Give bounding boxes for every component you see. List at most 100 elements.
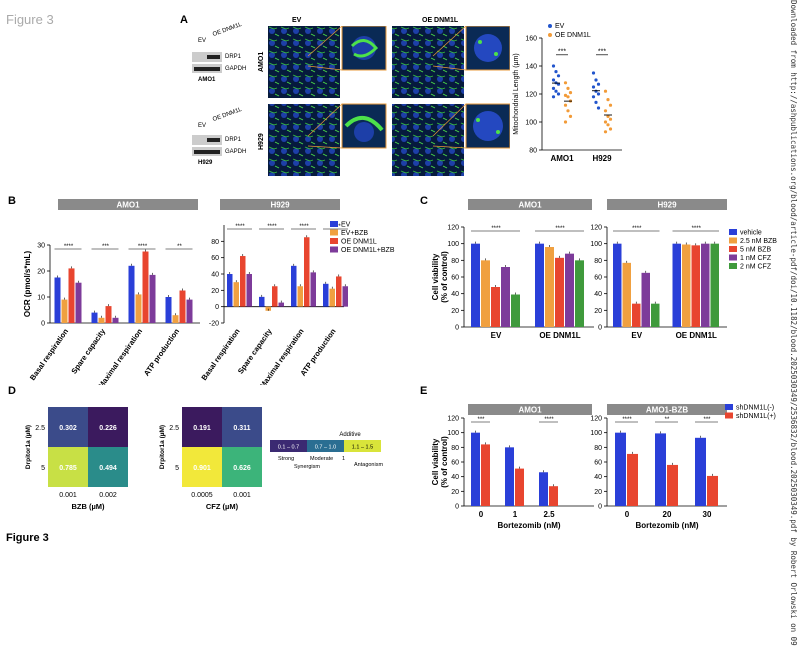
chart-title: AMO1 [116, 201, 140, 210]
y-tick-label: 5 [41, 465, 45, 472]
y-tick-label: 2.5 [35, 425, 45, 432]
y-tick-label: 0 [455, 325, 459, 332]
sig-label: *** [102, 244, 110, 250]
figure-label-top: Figure 3 [6, 12, 54, 27]
bar [481, 260, 490, 327]
y-tick-label: 20 [451, 308, 459, 315]
bar [128, 265, 135, 323]
legend-label: OE DNM1L+BZB [341, 247, 395, 254]
bar [265, 306, 271, 311]
y-tick-label: 2.5 [169, 425, 179, 432]
y-tick-label: 100 [447, 430, 459, 437]
legend-swatch [729, 237, 737, 244]
data-point [596, 82, 601, 86]
legend-label: Antagonism [354, 462, 383, 468]
y-tick-label: 0 [215, 304, 219, 311]
y-tick-label: 120 [590, 416, 602, 423]
micro-h929-ev [268, 103, 387, 176]
y-tick-label: 140 [525, 64, 537, 71]
chart-title: AMO1 [518, 406, 542, 415]
heatmap-cell [48, 407, 88, 447]
legend-label: 1 [342, 456, 345, 462]
bar [575, 260, 584, 327]
legend-label: vehicle [740, 230, 762, 237]
y-tick-label: 0 [598, 504, 602, 511]
data-point [603, 89, 608, 93]
heatmap-value: 0.901 [193, 465, 211, 472]
legend-swatch [729, 263, 737, 269]
y-tick-label: 60 [451, 460, 459, 467]
bar [545, 247, 554, 327]
y-tick-label: 40 [451, 474, 459, 481]
y-tick-label: 20 [211, 288, 219, 295]
bar [655, 433, 666, 506]
heatmap-value: 0.311 [233, 425, 250, 432]
bar [142, 251, 149, 323]
x-tick-label: 0.002 [99, 492, 117, 499]
data-point [554, 89, 558, 93]
x-tick-label: EV [631, 331, 642, 340]
legend-label: shDNM1L(-) [736, 405, 774, 412]
bar [304, 237, 310, 307]
data-point [566, 109, 570, 113]
bar [667, 464, 678, 506]
data-point [608, 117, 613, 121]
bar [549, 486, 558, 506]
data-point [568, 114, 573, 118]
micro-row-h929: H929 [258, 133, 265, 150]
data-point [594, 78, 598, 82]
bar [291, 265, 297, 307]
x-axis-label: BZB (µM) [71, 502, 105, 511]
y-tick-label: 120 [447, 416, 459, 423]
figure-label-bottom: Figure 3 [6, 532, 49, 544]
y-tick-label: 60 [451, 275, 459, 282]
bar [691, 245, 700, 327]
bar [555, 257, 564, 327]
data-point [594, 100, 598, 104]
x-tick-label: 1 [513, 510, 518, 519]
data-point [591, 71, 596, 75]
y-tick-label: 40 [594, 291, 602, 298]
bar [710, 243, 719, 327]
x-tick-label: ATP production [142, 327, 181, 378]
x-tick-label: 2.5 [543, 510, 555, 519]
x-tick-label: 0.0005 [191, 492, 213, 499]
y-tick-label: 40 [451, 291, 459, 298]
x-tick-label: 0.001 [233, 492, 251, 499]
x-tick-label: 30 [703, 510, 712, 519]
y-axis-label: Mitochondrial Length (µm) [513, 53, 520, 134]
bar [627, 453, 638, 506]
heatmap-cell [88, 447, 128, 487]
data-point [551, 64, 556, 68]
y-tick-label: 160 [525, 36, 537, 43]
bar [491, 287, 500, 327]
data-point [596, 106, 601, 110]
bar [165, 297, 172, 323]
chart-title-bg [468, 199, 592, 210]
bar [515, 468, 524, 506]
sig-label: **** [544, 417, 554, 423]
micro-row-amo1: AMO1 [258, 51, 265, 72]
heatmap-cfz: 0.191 0.311 0.901 0.626 2.5 5 0.0005 0.001 CFZ (… [159, 407, 262, 511]
heatmap-value: 0.191 [193, 425, 211, 432]
bar [695, 437, 706, 506]
y-tick-label: 80 [594, 258, 602, 265]
legend-swatch [330, 221, 338, 227]
bar [278, 302, 284, 307]
bar [632, 303, 641, 327]
legend-label: OE DNM1L [341, 239, 377, 246]
chart-title: AMO1 [518, 201, 542, 210]
chart-shdnm1l-amo1-bzb: AMO1-BZB 0 20 40 60 80 100 120 0 **** 20 ** 30 *** Bor… [590, 404, 776, 530]
sig-label: *** [703, 417, 711, 423]
bar [297, 286, 303, 307]
x-tick-label: AMO1 [550, 154, 574, 163]
bar [112, 317, 119, 323]
sig-label: **** [235, 224, 245, 230]
data-point [563, 81, 568, 85]
y-tick-label: 0 [455, 504, 459, 511]
legend-bin [307, 440, 344, 452]
y-tick-label: 20 [451, 489, 459, 496]
x-axis-label: Bortezomib (nM) [497, 521, 560, 530]
data-point [603, 109, 608, 113]
